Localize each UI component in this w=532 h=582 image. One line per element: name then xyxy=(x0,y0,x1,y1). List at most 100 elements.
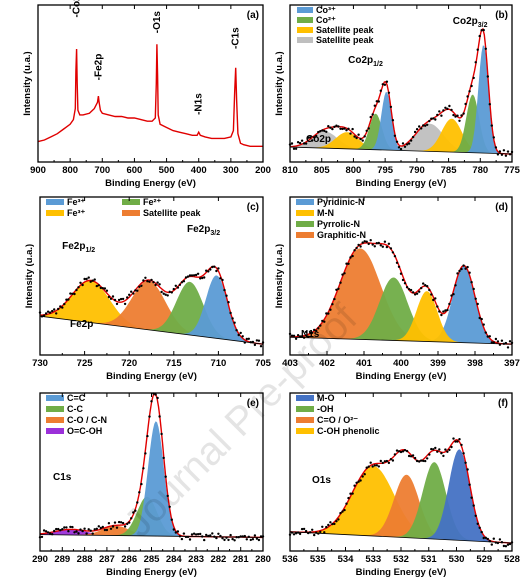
data-point xyxy=(363,473,366,476)
data-point xyxy=(488,103,491,106)
data-point xyxy=(180,281,184,284)
data-point xyxy=(65,298,68,301)
data-point xyxy=(111,525,115,528)
peak-annotation: Fe2p1/2 xyxy=(62,241,95,254)
x-tick-label: 600 xyxy=(126,165,142,176)
data-point xyxy=(298,532,302,536)
data-point xyxy=(164,475,167,478)
data-point xyxy=(233,321,236,324)
data-point xyxy=(292,533,296,536)
data-point xyxy=(166,294,169,297)
data-point xyxy=(231,537,234,541)
data-point xyxy=(432,448,435,451)
data-point xyxy=(87,528,90,531)
data-point xyxy=(93,278,96,281)
data-point xyxy=(296,141,300,144)
data-point xyxy=(79,281,82,284)
data-point xyxy=(385,459,389,463)
data-point xyxy=(158,283,161,286)
data-point xyxy=(466,95,469,98)
data-point xyxy=(186,275,190,278)
fit-envelope xyxy=(289,242,513,345)
data-point xyxy=(176,530,180,533)
data-point xyxy=(440,114,443,117)
data-point xyxy=(504,154,508,157)
data-point xyxy=(349,492,352,495)
data-point xyxy=(452,113,455,117)
data-point xyxy=(337,518,340,521)
data-point xyxy=(164,293,167,296)
data-point xyxy=(148,280,151,283)
data-point xyxy=(150,278,153,282)
data-point xyxy=(492,136,495,139)
data-point xyxy=(211,265,214,269)
peak-annotation-main: Co2p xyxy=(348,55,373,66)
data-point xyxy=(357,480,360,483)
data-point xyxy=(315,329,318,332)
data-point xyxy=(420,459,423,462)
data-point xyxy=(422,459,425,463)
data-point xyxy=(383,83,387,87)
x-tick-label: 402 xyxy=(319,358,335,369)
data-point xyxy=(337,287,340,290)
data-point xyxy=(496,340,500,343)
data-point xyxy=(255,537,259,540)
x-tick-label: 730 xyxy=(32,358,48,369)
data-point xyxy=(488,335,491,338)
data-point xyxy=(359,245,362,248)
data-point xyxy=(373,104,376,107)
data-point xyxy=(383,240,387,243)
legend-swatch xyxy=(296,210,314,216)
legend-swatch xyxy=(46,199,64,205)
data-point xyxy=(251,538,255,541)
x-tick-label: 283 xyxy=(188,554,204,565)
data-point xyxy=(428,288,431,292)
peak-area xyxy=(290,449,512,543)
x-axis-label: Binding Energy (eV) xyxy=(356,371,447,382)
data-point xyxy=(508,542,512,546)
x-tick-label: 200 xyxy=(255,165,271,176)
element-label: N1s xyxy=(301,329,320,340)
data-point xyxy=(401,450,405,453)
data-point xyxy=(311,139,314,142)
x-tick-label: 810 xyxy=(282,165,298,176)
data-point xyxy=(321,319,324,323)
x-tick-label: 281 xyxy=(233,554,250,565)
x-tick-label: 400 xyxy=(191,165,207,176)
data-point xyxy=(294,147,298,150)
data-point xyxy=(317,327,320,330)
data-point xyxy=(180,537,184,541)
peak-annotation: Fe2p3/2 xyxy=(187,224,220,237)
data-point xyxy=(329,308,332,311)
panel-a: -Co2p -Fe2p -O1s -N1s -C1s 900 800 700 600 500 400… xyxy=(22,0,271,189)
data-point xyxy=(399,147,403,151)
data-point xyxy=(207,270,210,273)
baseline-area xyxy=(40,316,263,347)
peak-label: -N1s xyxy=(194,93,205,115)
y-axis-label: Intensity (u.a.) xyxy=(274,51,285,115)
data-point xyxy=(331,303,334,306)
peak-area xyxy=(290,277,512,345)
element-label: O1s xyxy=(312,475,331,486)
data-point xyxy=(395,261,399,264)
x-tick-label: 900 xyxy=(30,165,46,176)
data-point xyxy=(229,533,232,537)
data-point xyxy=(329,126,332,129)
data-point xyxy=(343,272,346,275)
data-point xyxy=(188,274,192,277)
data-point xyxy=(154,283,157,287)
data-point xyxy=(349,132,352,135)
peak-area xyxy=(290,474,512,543)
data-point xyxy=(418,125,421,128)
data-point xyxy=(428,453,431,456)
data-point xyxy=(117,298,121,302)
x-tick-label: 289 xyxy=(54,554,70,565)
data-point xyxy=(298,141,302,145)
data-point xyxy=(113,298,117,302)
data-point xyxy=(227,538,230,542)
data-point xyxy=(434,297,437,300)
data-point xyxy=(160,432,163,436)
data-point xyxy=(327,125,330,128)
x-axis-label: Binding Energy (eV) xyxy=(356,567,447,578)
data-point xyxy=(337,125,340,128)
